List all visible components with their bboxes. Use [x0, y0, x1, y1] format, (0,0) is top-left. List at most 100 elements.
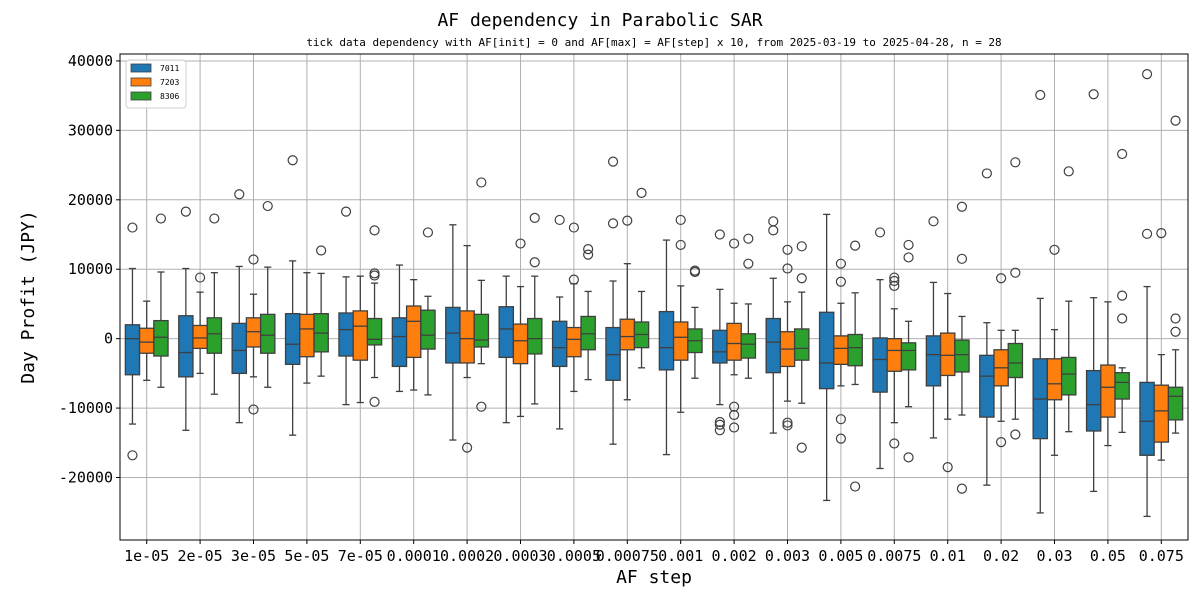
outlier-point	[782, 417, 793, 428]
box-8306-0.005	[847, 240, 863, 492]
outlier-point	[675, 239, 686, 251]
outlier-point	[850, 240, 861, 251]
box-body	[259, 313, 276, 354]
outlier-point	[782, 420, 793, 431]
box-7203-0.02	[993, 273, 1009, 448]
box-body	[352, 310, 369, 361]
outlier-point	[1117, 313, 1128, 324]
outlier-point	[155, 213, 167, 224]
outlier-point	[340, 206, 352, 217]
outlier-point	[1063, 166, 1074, 177]
outlier-point	[127, 222, 138, 233]
outlier-point	[835, 414, 847, 425]
box-8306-0.003	[793, 241, 810, 453]
box-8306-0.03	[1060, 166, 1077, 433]
y-axis-ticks: -20000 -10000 0 10000 20000 30000 40000	[59, 52, 120, 487]
box-body	[459, 310, 475, 364]
box-7011-7e-05	[338, 206, 354, 406]
outlier-point	[515, 238, 526, 249]
box-body	[138, 327, 155, 354]
outlier-point	[1010, 157, 1021, 168]
outlier-point	[462, 442, 473, 453]
outlier-point	[1010, 429, 1021, 440]
outlier-point	[889, 272, 900, 283]
x-tick-label: 0.05	[1090, 547, 1126, 565]
x-tick-label: 0.001	[658, 547, 703, 565]
outlier-point	[835, 276, 847, 287]
x-tick-label: 0.0005	[547, 547, 601, 565]
y-tick-label: -10000	[59, 399, 113, 417]
box-8306-0.0075	[900, 239, 917, 463]
box-body	[498, 306, 515, 359]
box-8306-5e-05	[313, 245, 329, 377]
outlier-point	[369, 225, 380, 236]
y-tick-label: 30000	[68, 121, 113, 139]
box-body	[658, 310, 675, 371]
box-7203-0.003	[779, 244, 796, 431]
x-tick-label: 7e-05	[338, 547, 383, 565]
box-body	[872, 337, 888, 393]
outlier-point	[316, 245, 327, 256]
outlier-point	[607, 156, 619, 167]
legend: 7011 7203 8306	[125, 59, 187, 109]
x-axis-label: AF step	[616, 567, 692, 588]
outlier-point	[248, 404, 259, 415]
legend-label-7011: 7011	[160, 64, 179, 73]
box-body	[580, 315, 596, 351]
box-7011-5e-05	[284, 155, 301, 436]
outlier-point	[889, 280, 900, 291]
x-tick-label: 0.0075	[867, 547, 921, 565]
box-body	[420, 309, 436, 350]
box-7011-0.03	[1032, 89, 1049, 514]
outlier-point	[782, 263, 793, 274]
box-7011-0.00075	[605, 156, 621, 445]
box-body	[526, 317, 543, 355]
y-tick-label: 10000	[68, 260, 113, 278]
outlier-point	[1170, 313, 1181, 324]
outlier-point	[1156, 228, 1167, 239]
box-body	[1153, 384, 1170, 443]
x-tick-label: 0.002	[712, 547, 757, 565]
box-body	[619, 318, 636, 351]
box-body	[245, 317, 262, 348]
outlier-point	[714, 229, 725, 240]
outlier-point	[889, 275, 900, 287]
outlier-point	[369, 396, 380, 407]
box-body	[1139, 381, 1155, 456]
box-body	[900, 342, 917, 371]
box-7011-0.0003	[498, 275, 515, 424]
box-8306-0.01	[954, 201, 970, 494]
box-body	[939, 332, 956, 377]
y-tick-label: 40000	[68, 52, 113, 70]
x-tick-label: 0.0003	[493, 547, 547, 565]
outlier-point	[835, 433, 847, 444]
outlier-point	[796, 273, 807, 284]
outlier-point	[127, 450, 138, 461]
box-body	[818, 311, 835, 390]
box-8306-0.0005	[580, 243, 596, 381]
outlier-point	[583, 249, 594, 260]
box-body	[124, 324, 141, 376]
box-body	[566, 326, 582, 358]
box-body	[1167, 386, 1184, 421]
box-body	[925, 335, 942, 387]
outlier-point	[850, 481, 861, 492]
outlier-point	[995, 437, 1007, 448]
x-axis-ticks: 1e-05 2e-05 3e-05 5e-05 7e-05 0.0001 0.0002 0.0…	[124, 540, 1184, 565]
outlier-point	[1170, 115, 1181, 126]
outlier-point	[1141, 69, 1153, 80]
box-7011-0.002	[712, 229, 728, 436]
box-7203-0.01	[939, 292, 956, 473]
box-8306-0.001	[687, 265, 703, 379]
box-body	[153, 319, 169, 357]
outlier-point	[1117, 290, 1128, 301]
outlier-point	[956, 483, 968, 494]
outlier-point	[1141, 228, 1153, 239]
box-7203-2e-05	[192, 272, 208, 375]
box-8306-0.00075	[633, 187, 650, 369]
box-8306-0.0002	[473, 177, 490, 412]
y-tick-label: -20000	[59, 469, 113, 487]
box-body	[833, 335, 849, 365]
chart-subtitle: tick data dependency with AF[init] = 0 a…	[306, 36, 1001, 49]
box-7203-1e-05	[138, 300, 155, 381]
